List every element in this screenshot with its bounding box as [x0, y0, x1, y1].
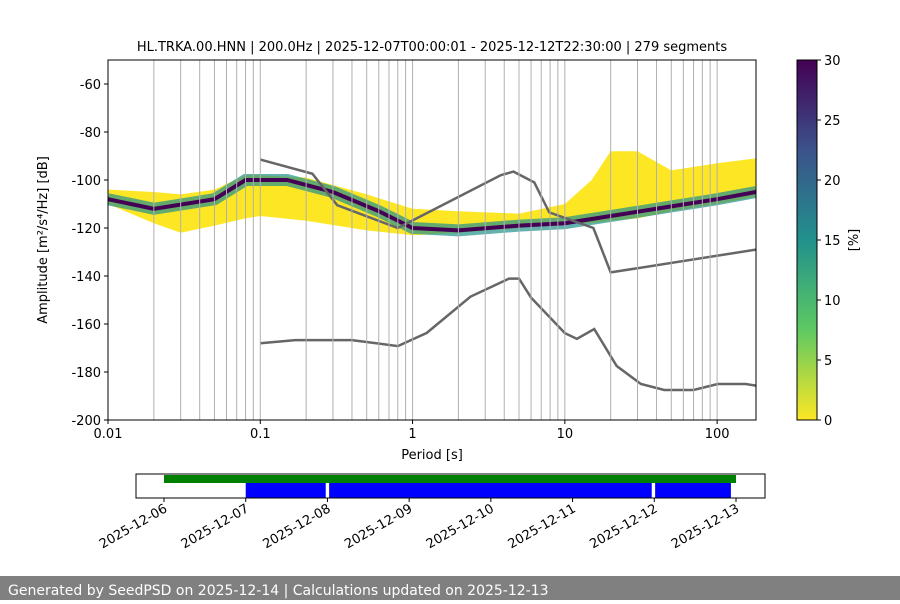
y-tick-label: -80	[80, 126, 101, 141]
footer-text: Generated by SeedPSD on 2025-12-14 | Cal…	[8, 583, 549, 599]
timeline-border	[135, 473, 766, 499]
x-tick-label: 10	[557, 427, 574, 442]
timeline-tick-label: 2025-12-11	[506, 501, 579, 552]
psd-spread	[108, 151, 756, 236]
colorbar-tick-label: 20	[824, 174, 841, 189]
coverage-bar	[655, 483, 731, 498]
y-tick-label: -180	[71, 366, 101, 381]
x-axis-label: Period [s]	[401, 448, 463, 463]
timeline-tick-label: 2025-12-06	[97, 501, 170, 552]
noise-model	[260, 277, 756, 392]
chart-title: HL.TRKA.00.HNN | 200.0Hz | 2025-12-07T00…	[137, 40, 728, 55]
timeline-tick-label: 2025-12-09	[342, 501, 415, 552]
colorbar-tick-label: 30	[824, 54, 841, 69]
colorbar-tick-label: 10	[824, 294, 841, 309]
y-tick-label: -100	[71, 174, 101, 189]
x-tick-label: 100	[705, 427, 730, 442]
footer-bar	[0, 576, 900, 600]
x-tick-label: 1	[408, 427, 416, 442]
axes-frame	[107, 59, 757, 421]
noise-model	[259, 158, 756, 274]
colorbar-label: [%]	[847, 229, 862, 252]
x-tick-label: 0.1	[250, 427, 271, 442]
colorbar-tick-label: 0	[824, 414, 832, 429]
colorbar	[797, 60, 817, 420]
colorbar-tick-label: 5	[824, 354, 832, 369]
coverage-bar	[245, 483, 326, 498]
x-tick-label: 0.01	[94, 427, 123, 442]
timeline-tick-label: 2025-12-12	[587, 501, 660, 552]
y-tick-label: -160	[71, 318, 101, 333]
timeline-tick-label: 2025-12-08	[260, 501, 333, 552]
timeline-tick-label: 2025-12-10	[424, 501, 497, 552]
colorbar-tick-label: 15	[824, 234, 841, 249]
coverage-bar	[164, 475, 736, 483]
y-tick-label: -120	[71, 222, 101, 237]
plot-area	[108, 151, 756, 392]
colorbar-tick-label: 25	[824, 114, 841, 129]
timeline-tick-label: 2025-12-07	[179, 501, 252, 552]
timeline-tick-label: 2025-12-13	[669, 501, 742, 552]
y-tick-label: -60	[80, 78, 101, 93]
coverage-bar	[329, 483, 652, 498]
y-tick-label: -140	[71, 270, 101, 285]
y-tick-label: -200	[71, 414, 101, 429]
y-axis-label: Amplitude [m²/s⁴/Hz] [dB]	[36, 156, 51, 324]
